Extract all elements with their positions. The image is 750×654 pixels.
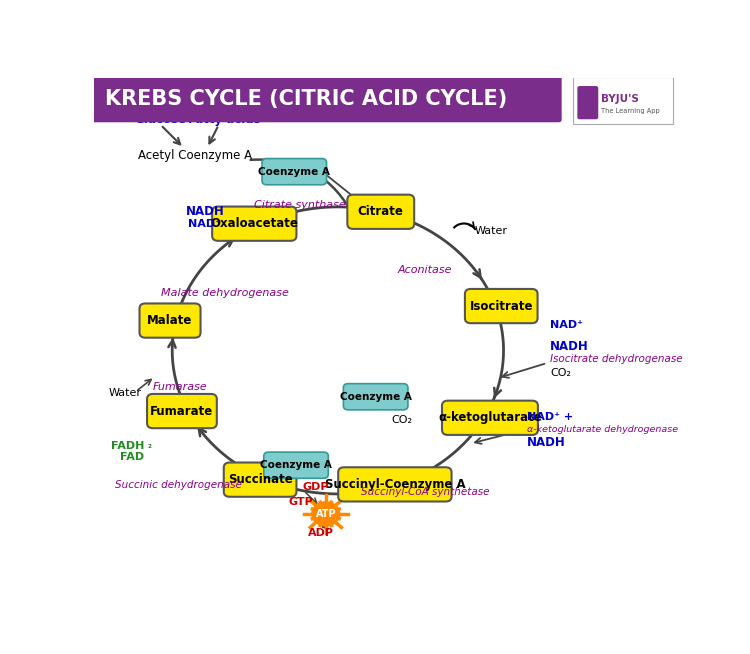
Text: BYJU'S: BYJU'S (601, 94, 638, 103)
Text: CO₂: CO₂ (550, 368, 571, 378)
Text: NAD⁺: NAD⁺ (550, 320, 583, 330)
Text: Isocitrate: Isocitrate (470, 300, 533, 313)
FancyBboxPatch shape (338, 467, 452, 502)
Text: ₂: ₂ (147, 441, 152, 450)
Text: Oxaloacetate: Oxaloacetate (210, 217, 298, 230)
FancyBboxPatch shape (465, 289, 538, 323)
Text: FAD: FAD (120, 452, 144, 462)
FancyBboxPatch shape (147, 394, 217, 428)
FancyBboxPatch shape (344, 384, 408, 410)
Text: ADP: ADP (308, 528, 334, 538)
FancyBboxPatch shape (91, 76, 562, 122)
Text: Malate: Malate (147, 314, 193, 327)
Text: Water: Water (475, 226, 508, 235)
Text: α-ketoglutarate: α-ketoglutarate (438, 411, 542, 424)
Text: Citrate: Citrate (358, 205, 404, 218)
FancyBboxPatch shape (578, 86, 598, 119)
FancyBboxPatch shape (573, 77, 674, 124)
FancyBboxPatch shape (264, 452, 328, 478)
Text: Water: Water (108, 388, 141, 398)
Text: Isocitrate dehydrogenase: Isocitrate dehydrogenase (550, 354, 682, 364)
Text: Coenzyme A: Coenzyme A (260, 460, 332, 470)
FancyBboxPatch shape (442, 401, 538, 435)
Text: The Learning App: The Learning App (601, 108, 659, 114)
Text: NADH: NADH (185, 205, 224, 218)
Circle shape (312, 502, 340, 526)
FancyBboxPatch shape (140, 303, 200, 337)
Text: Coenzyme A: Coenzyme A (258, 167, 330, 177)
Text: GDP: GDP (302, 482, 328, 492)
Text: NADH: NADH (550, 340, 589, 353)
Text: α-ketoglutarate dehydrogenase: α-ketoglutarate dehydrogenase (526, 426, 678, 434)
Text: NAD⁺ +: NAD⁺ + (526, 412, 573, 422)
Text: Citrate synthase: Citrate synthase (254, 200, 346, 211)
FancyBboxPatch shape (224, 462, 296, 497)
Text: Fumarate: Fumarate (150, 405, 214, 417)
Text: NADH: NADH (526, 436, 566, 449)
FancyBboxPatch shape (262, 158, 326, 184)
Text: Aconitase: Aconitase (398, 265, 452, 275)
Text: FADH: FADH (111, 441, 144, 451)
Text: Acetyl Coenzyme A: Acetyl Coenzyme A (139, 148, 253, 162)
Text: Fatty acids: Fatty acids (188, 113, 261, 126)
Text: ATP: ATP (316, 509, 336, 519)
Text: Succinic dehydrogenase: Succinic dehydrogenase (115, 481, 242, 490)
Text: Fumarase: Fumarase (152, 382, 207, 392)
Text: Glucose: Glucose (134, 113, 187, 126)
Text: Malate dehydrogenase: Malate dehydrogenase (160, 288, 289, 298)
Text: Succinate: Succinate (228, 473, 292, 486)
Text: Succinyl-Coenzyme A: Succinyl-Coenzyme A (325, 478, 465, 491)
Text: CO₂: CO₂ (392, 415, 412, 425)
Text: KREBS CYCLE (CITRIC ACID CYCLE): KREBS CYCLE (CITRIC ACID CYCLE) (105, 89, 508, 109)
FancyBboxPatch shape (212, 207, 296, 241)
FancyBboxPatch shape (347, 195, 414, 229)
Text: Coenzyme A: Coenzyme A (340, 392, 412, 402)
Text: GTP: GTP (289, 497, 314, 508)
Text: NAD⁺: NAD⁺ (188, 218, 221, 229)
Text: Succinyl-CoA synthetase: Succinyl-CoA synthetase (361, 487, 489, 498)
